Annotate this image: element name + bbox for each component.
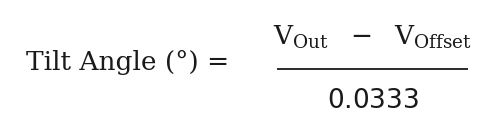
Text: $\mathregular{V}_{\mathregular{Out}}\ \ -\ \ \mathregular{V}_{\mathregular{Offse: $\mathregular{V}_{\mathregular{Out}}\ \ … [273, 23, 473, 51]
Text: Tilt Angle (°) =: Tilt Angle (°) = [26, 50, 238, 75]
Text: $0.0333$: $0.0333$ [327, 88, 419, 113]
